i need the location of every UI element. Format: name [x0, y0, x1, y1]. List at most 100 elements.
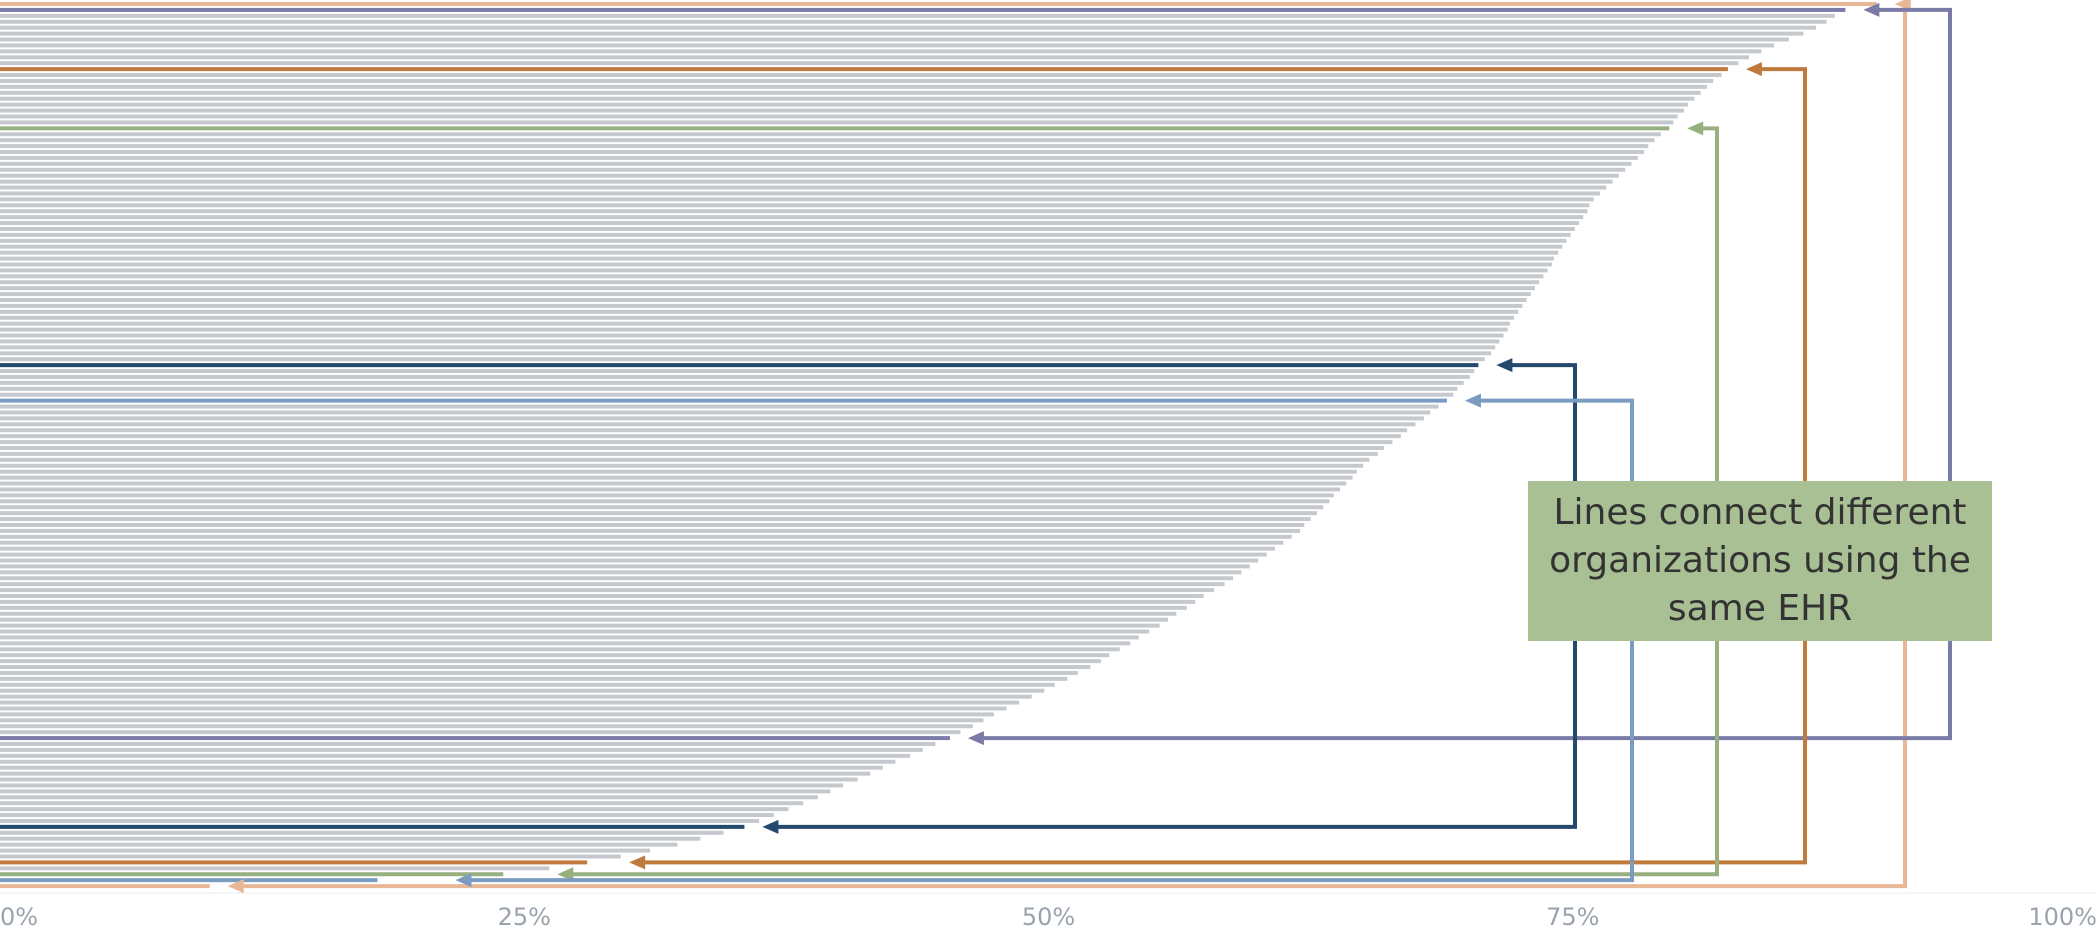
bar — [0, 700, 1020, 705]
arrowhead — [1464, 393, 1481, 408]
bar — [0, 298, 1527, 302]
bar — [0, 499, 1330, 504]
bar — [0, 262, 1552, 267]
bar — [0, 428, 1408, 433]
bar — [0, 718, 984, 723]
bar — [0, 824, 745, 829]
bar — [0, 333, 1504, 338]
bar — [0, 582, 1225, 587]
x-tick-label: 100% — [2028, 903, 2097, 931]
bar — [0, 765, 883, 770]
bar — [0, 179, 1613, 184]
bar — [0, 451, 1378, 456]
bar — [0, 138, 1655, 143]
bar — [0, 90, 1701, 95]
bar — [0, 659, 1101, 664]
bar — [0, 647, 1120, 652]
bar — [0, 78, 1714, 83]
bar — [0, 2, 1877, 6]
bar — [0, 641, 1131, 646]
bar — [0, 481, 1347, 486]
bar — [0, 96, 1695, 101]
bar — [0, 357, 1485, 362]
bar — [0, 813, 774, 818]
bar — [0, 463, 1364, 468]
bar — [0, 84, 1707, 89]
x-tick-label: 0% — [0, 903, 38, 931]
bar — [0, 818, 760, 823]
bar — [0, 730, 961, 735]
bar — [0, 150, 1645, 154]
bar — [0, 167, 1626, 172]
bar — [0, 404, 1439, 409]
bar — [0, 866, 550, 871]
bar — [0, 410, 1431, 415]
bar — [0, 209, 1588, 214]
bar — [0, 369, 1475, 374]
bar — [0, 446, 1385, 450]
bar — [0, 203, 1590, 208]
bar — [0, 771, 871, 776]
bar — [0, 517, 1311, 522]
bar — [0, 546, 1275, 551]
bar — [0, 736, 950, 741]
bar — [0, 197, 1594, 202]
bar — [0, 19, 1827, 24]
bar — [0, 256, 1554, 261]
arrowhead — [1687, 121, 1704, 136]
bar — [0, 244, 1563, 249]
arrowhead — [967, 731, 984, 746]
bar — [0, 623, 1160, 628]
bar — [0, 747, 923, 752]
bar — [0, 7, 1846, 12]
bar — [0, 540, 1284, 545]
bar — [0, 303, 1523, 308]
bar — [0, 292, 1531, 297]
bar — [0, 860, 588, 865]
bar — [0, 31, 1804, 36]
bar — [0, 321, 1510, 326]
bar — [0, 511, 1317, 516]
bar — [0, 605, 1187, 610]
bar — [0, 161, 1632, 166]
bar — [0, 629, 1150, 634]
bar — [0, 457, 1370, 462]
bar — [0, 25, 1817, 30]
bar — [0, 102, 1689, 107]
bar — [0, 315, 1515, 320]
bar — [0, 842, 678, 847]
bar — [0, 854, 621, 859]
bar — [0, 274, 1544, 279]
bar — [0, 345, 1496, 350]
bar — [0, 386, 1458, 391]
bar — [0, 475, 1353, 480]
bar — [0, 380, 1464, 385]
bar — [0, 155, 1638, 160]
bar — [0, 588, 1215, 593]
bar — [0, 706, 1007, 711]
bar — [0, 363, 1479, 368]
bar — [0, 280, 1540, 285]
bar — [0, 61, 1739, 66]
bar — [0, 742, 936, 746]
bar — [0, 558, 1259, 563]
bar — [0, 884, 210, 889]
connector — [979, 7, 1952, 741]
bar — [0, 73, 1722, 78]
bar — [0, 238, 1567, 243]
bar — [0, 783, 843, 788]
bar — [0, 309, 1519, 314]
arrowhead — [557, 867, 574, 882]
bar — [0, 440, 1393, 445]
bar — [0, 688, 1045, 693]
bar — [0, 422, 1416, 427]
bar — [0, 694, 1032, 699]
bar — [0, 552, 1267, 557]
bar — [0, 191, 1601, 196]
bar — [0, 676, 1068, 681]
bar — [0, 599, 1196, 604]
bar — [0, 682, 1055, 687]
bar — [0, 759, 896, 764]
bar — [0, 611, 1177, 616]
bar — [0, 570, 1242, 575]
